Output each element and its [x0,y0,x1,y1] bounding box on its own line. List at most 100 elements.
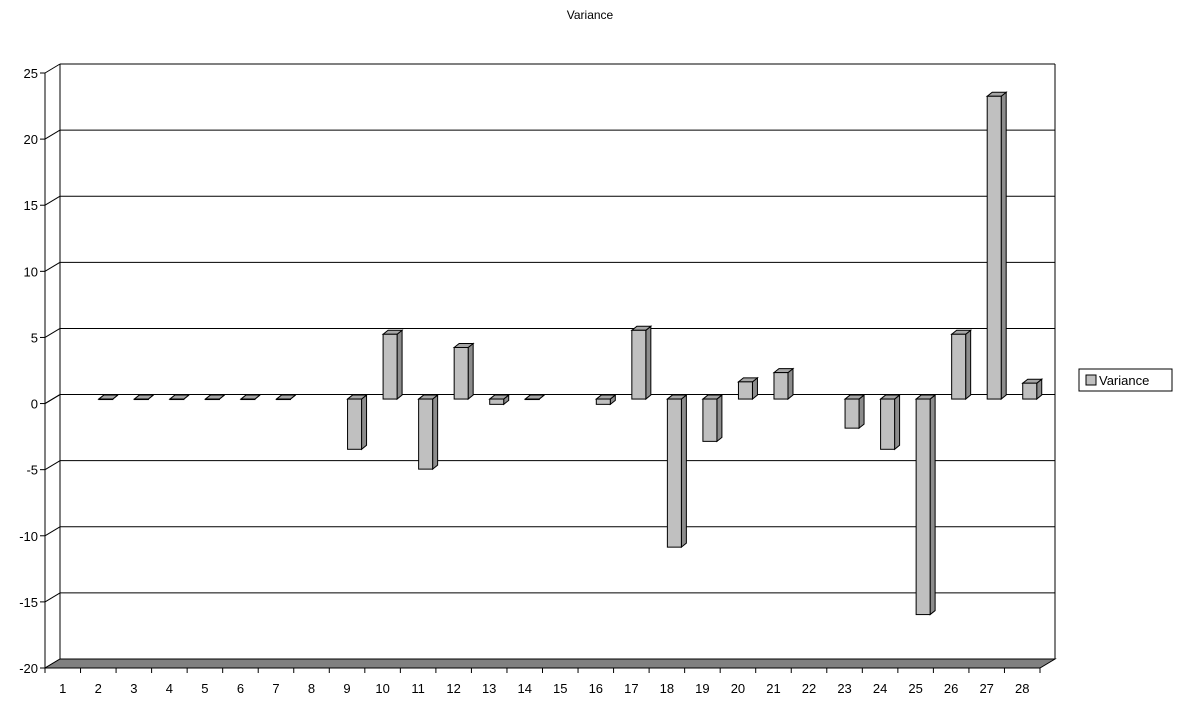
x-tick-label: 21 [766,681,780,696]
bar-front [489,398,505,405]
bar-side [858,394,865,430]
side-wall-grid [44,526,61,537]
bar-side [361,394,368,451]
bar [985,91,1008,401]
x-tick-label: 7 [272,681,279,696]
bar [381,329,404,401]
bar [772,367,795,401]
bar-top [275,394,297,400]
x-tick-label: 18 [660,681,674,696]
bar [346,394,368,451]
y-tick-label: -10 [19,529,38,544]
bar-front [666,398,682,548]
bar-front [133,398,149,401]
bar [701,394,724,443]
bar-side [894,394,901,451]
bar [168,394,191,401]
bar [950,329,973,401]
bar-front [631,329,647,400]
bar-front [418,398,434,470]
bar-side [645,325,652,401]
bar-side [396,329,403,401]
legend: Variance [1078,368,1173,392]
bar-front [951,333,967,400]
bar-top [523,394,546,400]
x-tick-label: 27 [979,681,993,696]
y-tick-label: 0 [31,397,38,412]
y-tick-label: 20 [24,132,38,147]
bar-side [467,342,474,401]
bar-side [680,394,687,549]
bar [239,394,262,401]
bar-top [239,394,262,400]
x-tick-label: 14 [517,681,531,696]
x-tick-label: 8 [308,681,315,696]
bar [594,394,617,406]
bar-front [240,398,256,401]
bar [132,394,155,401]
bar-side [787,367,794,401]
bar [203,394,226,401]
bar-front [702,398,718,442]
bar [843,394,866,430]
y-tick-label: -15 [19,595,38,610]
side-wall-grid [44,460,61,471]
side-wall-grid [44,592,61,603]
x-tick-label: 11 [411,681,425,696]
side-wall-grid [44,195,61,206]
bar-front [453,346,469,400]
y-tick-label: -5 [26,463,38,478]
bar-front [169,398,185,401]
bar-top [132,394,155,400]
x-tick-label: 19 [695,681,709,696]
bar-front [524,398,540,401]
bar-front [347,398,363,450]
bar-front [915,398,931,616]
x-tick-label: 1 [59,681,66,696]
bar-front [986,95,1002,400]
x-tick-label: 23 [837,681,851,696]
bar-front [98,398,114,401]
x-tick-label: 26 [944,681,958,696]
bar-front [275,398,291,401]
x-tick-label: 9 [343,681,350,696]
y-tick-label: 10 [24,264,38,279]
bar-top [97,394,120,400]
legend-box [1078,368,1173,392]
bar-side [929,394,936,616]
bar [417,394,440,471]
bar-front [844,398,860,429]
legend-swatch [1085,374,1097,386]
bar-side [716,394,723,443]
bar-front [880,398,896,450]
x-tick-label: 10 [375,681,389,696]
bar [665,394,688,549]
bar-side [432,394,439,471]
bar-front [773,372,789,400]
bar [737,376,759,401]
bar-front [737,381,753,400]
bar-front [382,333,398,400]
x-tick-label: 20 [731,681,745,696]
x-tick-label: 2 [95,681,102,696]
side-wall-grid [44,63,61,74]
y-tick-label: 15 [24,198,38,213]
x-tick-label: 17 [624,681,638,696]
bar-top [203,394,226,400]
x-axis: 1 2 3 4 5 6 7 8 9 10 11 12 13 14 15 16 17 18 19 20 21 22 23 24 2… [44,667,1041,696]
legend-label: Variance [1099,373,1149,388]
x-tick-label: 15 [553,681,567,696]
y-axis: -20 -15 -10 -5 0 5 10 15 20 25 [19,64,61,676]
x-tick-label: 3 [130,681,137,696]
bar [97,394,120,401]
bar [452,342,475,401]
zero-plane-edge [44,394,61,404]
x-tick-label: 28 [1015,681,1029,696]
bar [1021,378,1044,401]
bar [488,394,511,406]
x-tick-label: 4 [166,681,173,696]
side-wall-grid [44,328,61,338]
bar-side [1000,91,1007,401]
bar [630,325,653,401]
